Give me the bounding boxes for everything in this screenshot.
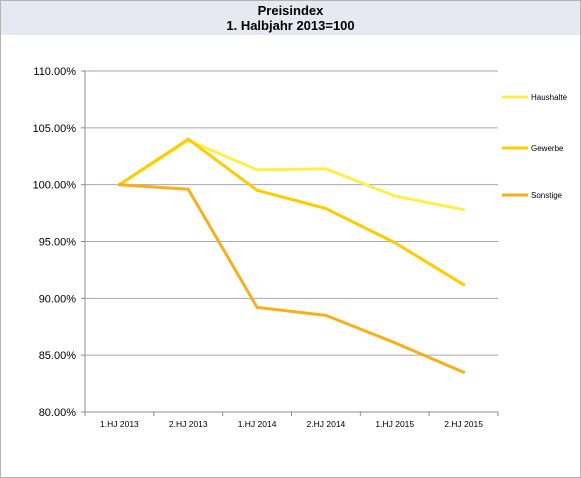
- y-tick-label: 90.00%: [39, 293, 77, 305]
- legend-label: Sonstige: [531, 191, 563, 200]
- data-point: [117, 183, 121, 187]
- x-tick-label: 1.HJ 2014: [238, 419, 277, 429]
- legend-label: Gewerbe: [531, 144, 564, 153]
- y-tick-label: 95.00%: [39, 237, 77, 249]
- data-point: [393, 241, 397, 245]
- x-tick-label: 2.HJ 2015: [444, 419, 483, 429]
- data-point: [462, 370, 466, 374]
- y-tick-label: 85.00%: [39, 350, 77, 362]
- y-tick-label: 105.00%: [33, 123, 77, 135]
- data-point: [186, 187, 190, 191]
- title-band: [1, 1, 580, 35]
- data-point: [462, 208, 466, 212]
- data-point: [255, 168, 259, 172]
- x-tick-label: 1.HJ 2015: [375, 419, 414, 429]
- data-point: [324, 167, 328, 171]
- data-point: [324, 313, 328, 317]
- series-line-gewerbe: [117, 137, 466, 287]
- legend-label: Haushalte: [531, 93, 568, 102]
- x-tick-label: 2.HJ 2013: [169, 419, 208, 429]
- series-line-sonstige: [117, 183, 466, 374]
- x-tick-label: 1.HJ 2013: [100, 419, 139, 429]
- data-point: [255, 305, 259, 309]
- data-point: [186, 137, 190, 141]
- data-point: [324, 207, 328, 211]
- x-tick-label: 2.HJ 2014: [307, 419, 346, 429]
- data-point: [393, 194, 397, 198]
- data-point: [255, 188, 259, 192]
- data-point: [393, 341, 397, 345]
- y-tick-label: 110.00%: [33, 66, 76, 78]
- chart-subtitle: 1. Halbjahr 2013=100: [226, 18, 355, 33]
- y-tick-label: 80.00%: [39, 407, 77, 419]
- y-tick-label: 100.00%: [33, 180, 77, 192]
- chart-title: Preisindex: [257, 3, 324, 18]
- data-point: [462, 283, 466, 287]
